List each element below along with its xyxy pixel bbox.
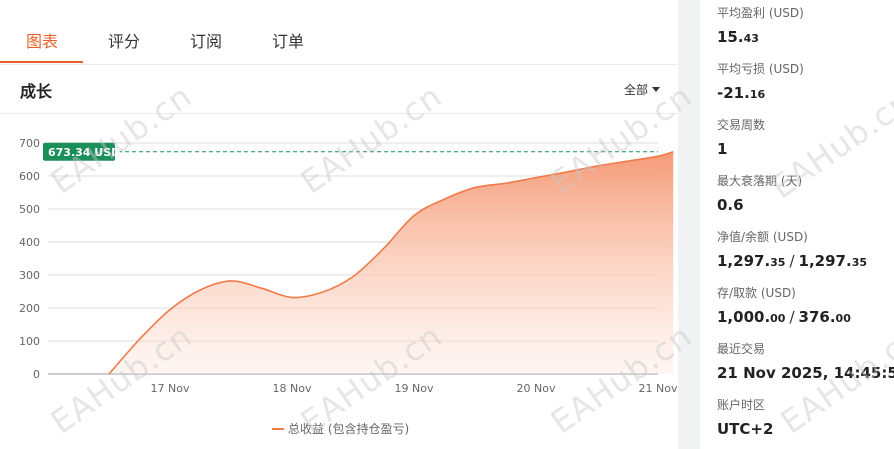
stat-value: UTC+2 [717, 420, 774, 438]
stat-label: 最大衰落期 (天) [717, 174, 803, 188]
caret-down-icon [652, 87, 660, 92]
period-filter-dropdown[interactable]: 全部 [624, 81, 660, 98]
y-tick-label: 0 [33, 368, 40, 381]
y-tick-label: 300 [19, 269, 40, 282]
reference-badge: 673.34 USD [43, 142, 120, 161]
stat-deposit-withdrawal: 存/取款 (USD) 1,000.00/376.00 [717, 286, 851, 328]
tab-bar: 图表 评分 订阅 订单 [0, 0, 678, 65]
y-tick-label: 700 [19, 137, 40, 150]
x-tick-label: 17 Nov [151, 382, 190, 395]
series-area [109, 151, 674, 374]
reference-label: 673.34 USD [48, 146, 120, 159]
stats-panel: 平均盈利 (USD) 15.43 平均亏损 (USD) -21.16 交易周数 … [700, 0, 894, 449]
y-tick-label: 500 [19, 203, 40, 216]
legend-label: 总收益 (包含持仓盈亏) [288, 422, 410, 436]
series-line [108, 151, 674, 375]
stat-value: 1,297.35/1,297.35 [717, 252, 867, 270]
stat-max-drawdown-days: 最大衰落期 (天) 0.6 [717, 174, 802, 214]
active-tab-indicator [0, 61, 83, 63]
stat-trading-weeks: 交易周数 1 [717, 118, 765, 158]
stat-label: 平均盈利 (USD) [717, 6, 804, 20]
y-tick-label: 100 [19, 335, 40, 348]
y-tick-label: 400 [19, 236, 40, 249]
y-tick-label: 600 [19, 170, 40, 183]
stat-label: 存/取款 (USD) [717, 286, 796, 300]
chart-legend[interactable]: 总收益 (包含持仓盈亏) [272, 420, 409, 437]
stat-value: 0.6 [717, 196, 744, 214]
section-title: 成长 [20, 82, 53, 101]
x-tick-label: 20 Nov [517, 382, 556, 395]
stat-value: -21.16 [717, 84, 766, 102]
x-tick-label: 18 Nov [273, 382, 312, 395]
stat-last-trade: 最近交易 21 Nov 2025, 14:45:58 [717, 342, 894, 382]
stat-avg-loss: 平均亏损 (USD) -21.16 [717, 62, 804, 104]
stat-label: 账户时区 [717, 398, 766, 412]
stat-avg-profit: 平均盈利 (USD) 15.43 [717, 6, 804, 48]
stat-value: 1,000.00/376.00 [717, 308, 851, 326]
stat-label: 平均亏损 (USD) [717, 62, 804, 76]
main-panel: 图表 评分 订阅 订单 成长 全部 0 100 200 300 400 500 600 700… [0, 0, 678, 437]
tab-subscribe[interactable]: 订阅 [190, 32, 223, 51]
period-filter-label: 全部 [623, 83, 648, 97]
stat-account-timezone: 账户时区 UTC+2 [717, 398, 773, 438]
divider [0, 113, 678, 114]
stat-equity-balance: 净值/余额 (USD) 1,297.35/1,297.35 [717, 230, 867, 272]
y-tick-label: 200 [19, 302, 40, 315]
x-tick-label: 21 Nov [639, 382, 678, 395]
legend-swatch [272, 428, 284, 430]
growth-chart: 0 100 200 300 400 500 600 700 673.34 USD 17 Nov… [19, 137, 678, 395]
stat-value: 21 Nov 2025, 14:45:58 [717, 364, 894, 382]
stat-label: 最近交易 [717, 342, 766, 356]
stat-value: 1 [717, 140, 728, 158]
panel-gap [678, 0, 700, 449]
tab-chart[interactable]: 图表 [26, 32, 59, 51]
stat-label: 净值/余额 (USD) [717, 230, 808, 244]
stat-value: 15.43 [717, 28, 759, 46]
tab-rating[interactable]: 评分 [108, 32, 141, 51]
x-tick-label: 19 Nov [395, 382, 434, 395]
tab-orders[interactable]: 订单 [272, 32, 305, 51]
stat-label: 交易周数 [717, 118, 766, 132]
